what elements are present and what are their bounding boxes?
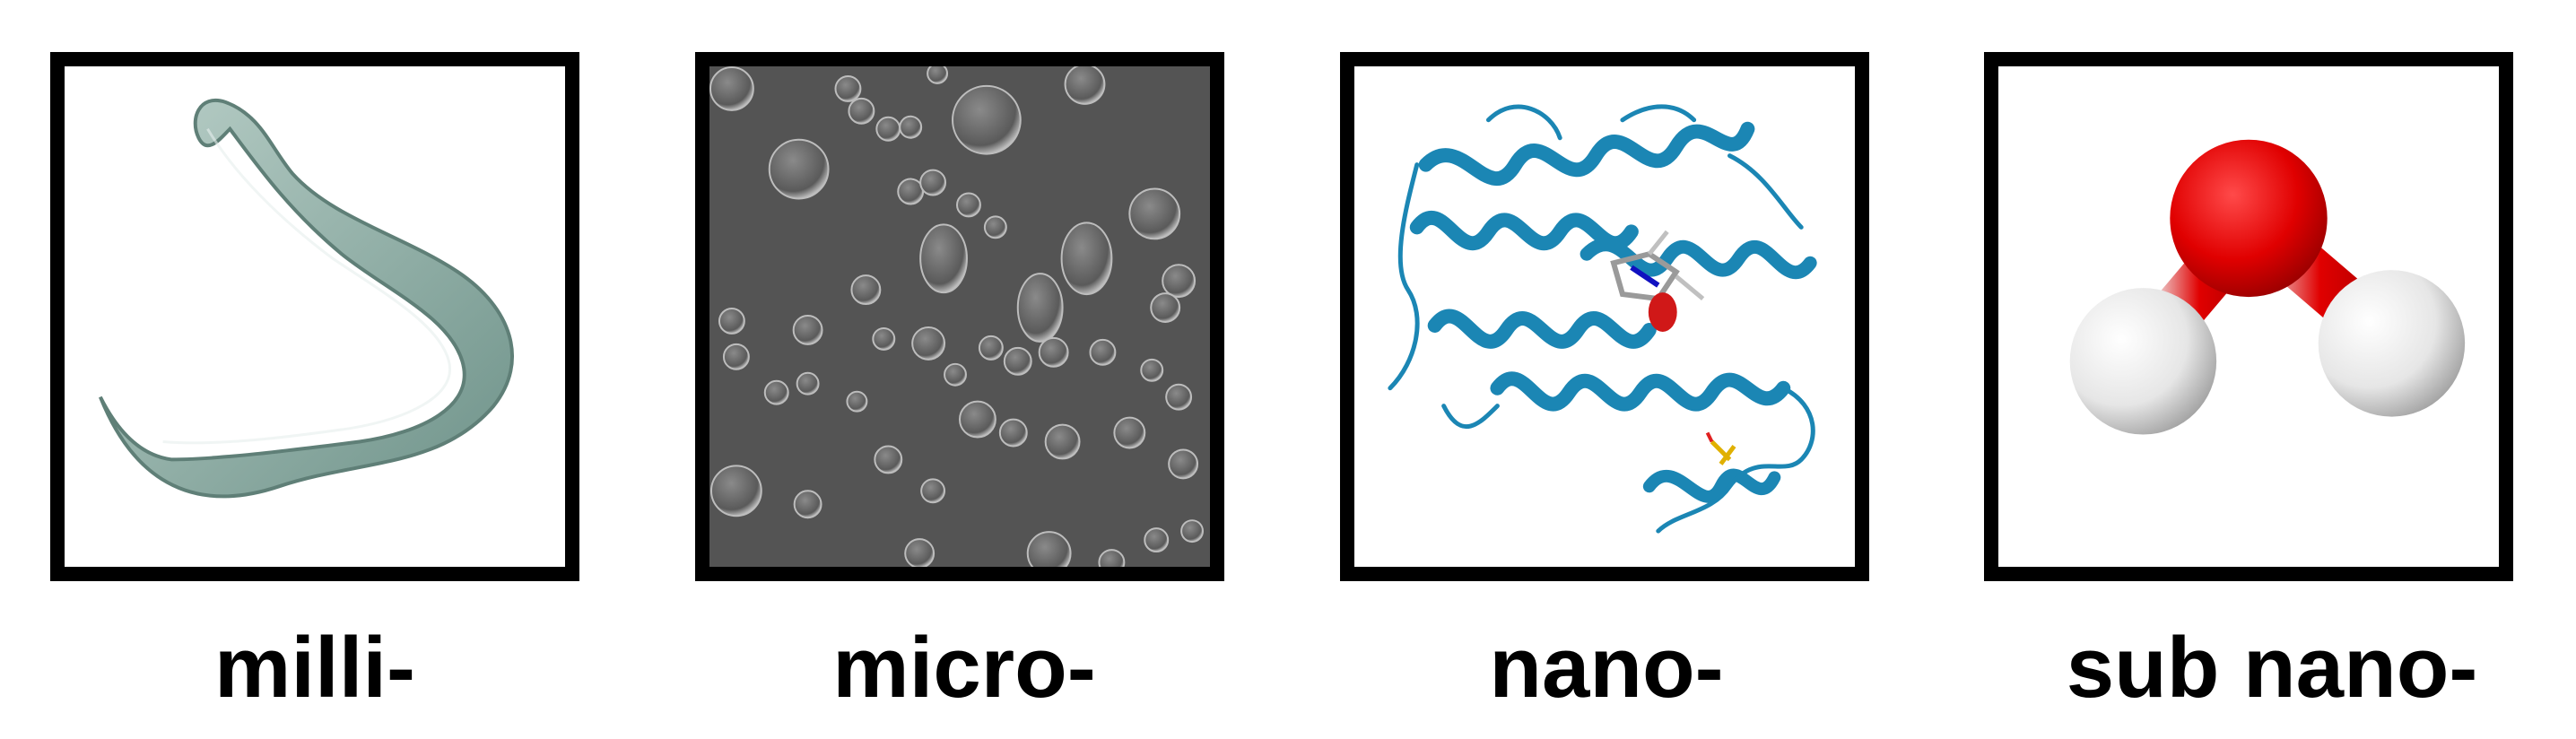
- nematode-worm-image: [99, 99, 514, 499]
- cells-micrograph-image: [709, 66, 1210, 567]
- micro-scale-panel: [695, 52, 1224, 581]
- nano-scale-panel: [1340, 52, 1869, 581]
- sub-nano-scale-panel: [1984, 52, 2513, 581]
- heme-group: [1610, 230, 1705, 332]
- milli-scale-panel: [50, 52, 579, 581]
- water-molecule-image: [2069, 139, 2466, 435]
- protein-structure-image: [1388, 104, 1817, 534]
- panel-label-nano: nano-: [1489, 620, 1724, 716]
- panel-label-milli: milli-: [213, 620, 415, 716]
- hydrogen-atom-right: [2318, 270, 2466, 417]
- panel-label-micro: micro-: [832, 620, 1096, 716]
- sulfate-group: [1705, 431, 1736, 465]
- panel-label-sub-nano: sub nano-: [2066, 620, 2478, 716]
- oxygen-atom: [2170, 139, 2328, 298]
- hydrogen-atom-left: [2069, 288, 2217, 435]
